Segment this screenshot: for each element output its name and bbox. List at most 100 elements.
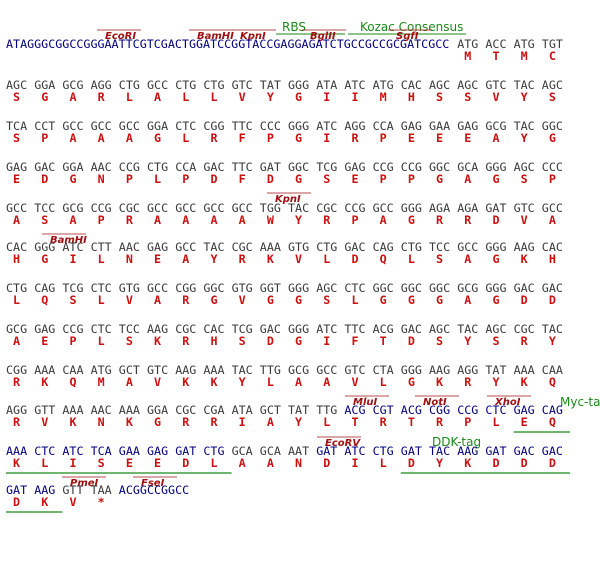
codon: ATG	[373, 78, 394, 92]
amino-acid: R	[210, 415, 218, 429]
amino-acid: E	[464, 131, 471, 145]
amino-acid: R	[182, 293, 190, 307]
amino-acid: A	[69, 131, 76, 145]
amino-acid: P	[351, 213, 358, 227]
amino-acid: Q	[380, 252, 387, 266]
codon: CTC	[175, 119, 196, 133]
amino-acid: D	[408, 456, 415, 470]
amino-acid: G	[549, 131, 556, 145]
codon: ACG	[344, 403, 365, 417]
amino-acid: R	[13, 415, 21, 429]
codon: AAA	[62, 403, 83, 417]
amino-acid: K	[126, 415, 133, 429]
codon: GAT	[316, 444, 337, 458]
amino-acid: Y	[267, 90, 274, 104]
amino-acid: I	[351, 90, 358, 104]
amino-acid: A	[464, 172, 471, 186]
codon: ACG	[373, 322, 394, 336]
enzyme-site: NotI	[423, 397, 447, 408]
enzyme-site: MluI	[353, 397, 377, 408]
amino-acid: S	[239, 334, 246, 348]
amino-acid: S	[436, 334, 443, 348]
amino-acid: Y	[295, 415, 302, 429]
amino-acid: A	[464, 293, 471, 307]
codon: GCT	[119, 363, 140, 377]
codon: CTT	[91, 240, 112, 254]
codon: GCC	[203, 201, 224, 215]
amino-acid: D	[13, 495, 20, 509]
codon: CAA	[62, 363, 83, 377]
codon: CAG	[542, 403, 563, 417]
codon: CGG	[6, 363, 27, 377]
codon: CTC	[91, 322, 112, 336]
codon: GGA	[147, 403, 168, 417]
codon: GCC	[175, 240, 196, 254]
codon: GGG	[485, 281, 506, 295]
amino-acid: K	[267, 252, 274, 266]
amino-acid: L	[408, 252, 415, 266]
codon: CGC	[119, 201, 140, 215]
amino-acid: L	[182, 131, 189, 145]
codon: AAG	[175, 363, 196, 377]
amino-acid: N	[126, 252, 133, 266]
codon: CAG	[373, 240, 394, 254]
codon: GCC	[457, 240, 478, 254]
amino-acid: S	[436, 252, 443, 266]
amino-acid: L	[154, 172, 161, 186]
codon: GGC	[401, 281, 422, 295]
amino-acid: A	[549, 213, 556, 227]
codon: GAG	[514, 403, 535, 417]
amino-acid: K	[521, 252, 528, 266]
codon: CAC	[542, 240, 563, 254]
codon: TTG	[260, 363, 281, 377]
rbs-label: RBS	[282, 20, 306, 34]
codon: TAC	[542, 322, 563, 336]
codon: GGG	[401, 363, 422, 377]
amino-acid: L	[126, 90, 133, 104]
amino-acid: H	[549, 252, 556, 266]
myc-label: Myc-tag	[560, 395, 600, 409]
codon: TTC	[344, 322, 365, 336]
amino-acid: E	[41, 334, 48, 348]
amino-acid: K	[182, 375, 189, 389]
amino-acid: V	[41, 415, 48, 429]
codon: CGG	[175, 281, 196, 295]
amino-acid: K	[41, 375, 48, 389]
codon: CCG	[344, 201, 365, 215]
codon: ATG	[457, 37, 478, 51]
amino-acid: L	[182, 90, 189, 104]
codon: GGC	[203, 281, 224, 295]
codon: GCC	[316, 363, 337, 377]
dna-prefix: ATAGGGCGGCCGGGAATTCGTCGACTGGATCCGGTACCGA…	[6, 37, 449, 51]
amino-acid: H	[210, 334, 217, 348]
amino-acid: G	[295, 334, 302, 348]
amino-acid: N	[98, 415, 105, 429]
codon: TAC	[288, 201, 309, 215]
amino-acid: S	[13, 90, 20, 104]
codon: GAT	[6, 483, 27, 497]
codon: TAC	[457, 322, 478, 336]
codon: CAC	[203, 322, 224, 336]
codon: CCC	[260, 119, 281, 133]
amino-acid: S	[13, 131, 20, 145]
amino-acid: S	[436, 90, 443, 104]
amino-acid: E	[351, 172, 358, 186]
amino-acid: K	[13, 456, 20, 470]
amino-acid: A	[380, 213, 387, 227]
amino-acid: A	[13, 213, 20, 227]
codon: GAC	[203, 160, 224, 174]
amino-acid: Q	[69, 375, 76, 389]
amino-acid: P	[464, 415, 471, 429]
amino-acid: A	[239, 456, 246, 470]
codon: TTG	[316, 403, 337, 417]
amino-acid: S	[464, 90, 471, 104]
codon: ATA	[232, 403, 253, 417]
amino-acid: R	[126, 213, 134, 227]
amino-acid: L	[98, 252, 105, 266]
codon: GCT	[260, 403, 281, 417]
amino-acid: L	[98, 334, 105, 348]
amino-acid: L	[210, 90, 217, 104]
amino-acid: L	[267, 375, 274, 389]
codon: AGG	[344, 119, 365, 133]
amino-acid: K	[41, 495, 48, 509]
